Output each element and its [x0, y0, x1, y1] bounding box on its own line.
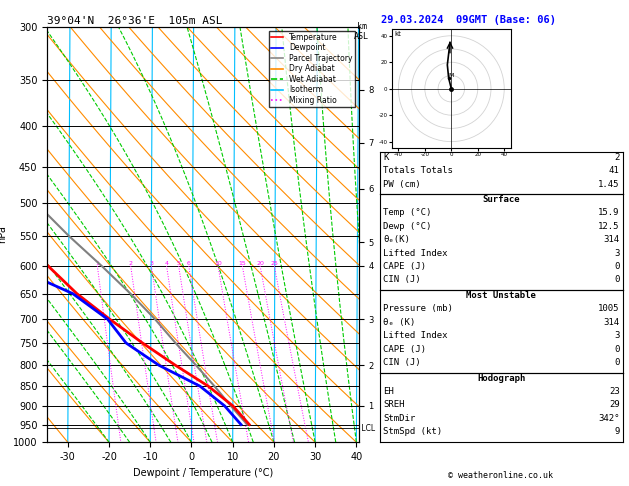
Text: 9: 9 — [614, 427, 620, 436]
Text: Temp (°C): Temp (°C) — [383, 208, 431, 218]
Text: © weatheronline.co.uk: © weatheronline.co.uk — [448, 471, 552, 480]
Text: 25: 25 — [270, 261, 278, 266]
Text: 342°: 342° — [598, 414, 620, 423]
Text: 15.9: 15.9 — [598, 208, 620, 218]
Text: Lifted Index: Lifted Index — [383, 249, 448, 258]
Legend: Temperature, Dewpoint, Parcel Trajectory, Dry Adiabat, Wet Adiabat, Isotherm, Mi: Temperature, Dewpoint, Parcel Trajectory… — [269, 31, 355, 107]
Text: SREH: SREH — [383, 400, 404, 410]
Text: 1: 1 — [96, 261, 99, 266]
Text: 2: 2 — [614, 153, 620, 162]
Text: Most Unstable: Most Unstable — [466, 291, 537, 300]
X-axis label: Dewpoint / Temperature (°C): Dewpoint / Temperature (°C) — [133, 468, 273, 478]
Text: 12.5: 12.5 — [598, 222, 620, 231]
Text: K: K — [383, 153, 389, 162]
Text: 1.45: 1.45 — [598, 180, 620, 189]
Text: θₑ (K): θₑ (K) — [383, 318, 415, 327]
Text: PW (cm): PW (cm) — [383, 180, 421, 189]
Text: CIN (J): CIN (J) — [383, 358, 421, 367]
Text: km
ASL: km ASL — [354, 22, 369, 41]
Text: 6: 6 — [187, 261, 191, 266]
Text: 2: 2 — [129, 261, 133, 266]
Text: EH: EH — [383, 387, 394, 396]
Text: 20: 20 — [256, 261, 264, 266]
Text: 0: 0 — [614, 358, 620, 367]
Text: 39°04'N  26°36'E  105m ASL: 39°04'N 26°36'E 105m ASL — [47, 16, 223, 26]
Text: 314: 314 — [603, 318, 620, 327]
Text: StmSpd (kt): StmSpd (kt) — [383, 427, 442, 436]
Text: 10: 10 — [214, 261, 222, 266]
Text: 23: 23 — [609, 387, 620, 396]
Text: 3: 3 — [614, 331, 620, 340]
Text: 0: 0 — [614, 262, 620, 271]
Text: 5: 5 — [177, 261, 181, 266]
Text: Dewp (°C): Dewp (°C) — [383, 222, 431, 231]
Text: 4: 4 — [165, 261, 169, 266]
Text: Totals Totals: Totals Totals — [383, 166, 453, 175]
Text: 314: 314 — [603, 235, 620, 244]
Text: 1005: 1005 — [598, 304, 620, 313]
Text: LCL: LCL — [359, 424, 375, 433]
Text: 0: 0 — [614, 345, 620, 354]
Y-axis label: hPa: hPa — [0, 226, 8, 243]
Text: Pressure (mb): Pressure (mb) — [383, 304, 453, 313]
Text: CIN (J): CIN (J) — [383, 276, 421, 284]
Text: 29: 29 — [609, 400, 620, 410]
Text: 3: 3 — [614, 249, 620, 258]
Text: 29.03.2024  09GMT (Base: 06): 29.03.2024 09GMT (Base: 06) — [381, 15, 555, 25]
Text: CAPE (J): CAPE (J) — [383, 345, 426, 354]
Text: 0: 0 — [614, 276, 620, 284]
Text: 41: 41 — [609, 166, 620, 175]
Text: 3: 3 — [149, 261, 153, 266]
Text: θₑ(K): θₑ(K) — [383, 235, 410, 244]
Text: CAPE (J): CAPE (J) — [383, 262, 426, 271]
Text: kt: kt — [394, 31, 401, 37]
Text: Lifted Index: Lifted Index — [383, 331, 448, 340]
Text: Surface: Surface — [482, 195, 520, 204]
Text: 15: 15 — [238, 261, 246, 266]
Text: M: M — [448, 73, 454, 78]
Text: Hodograph: Hodograph — [477, 374, 525, 383]
Text: StmDir: StmDir — [383, 414, 415, 423]
